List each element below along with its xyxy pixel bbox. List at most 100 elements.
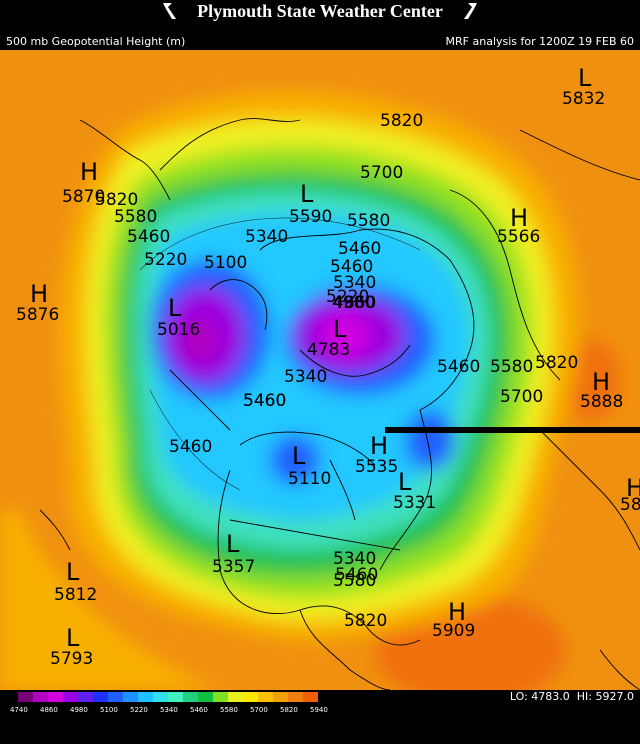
weather-vane-icon: [463, 3, 477, 19]
map-label: 5331: [393, 493, 436, 513]
map-label: 5357: [212, 557, 255, 577]
colorbar-label: 5820: [280, 706, 298, 714]
map-label: 4860: [333, 293, 376, 313]
header-bar: Plymouth State Weather Center: [0, 0, 640, 32]
legend-footer: 4740 4860 4980 5100 5220 5340 5460 5580 5700 5820…: [0, 690, 640, 740]
hi-value: HI: 5927.0: [576, 690, 634, 703]
geopotential-height-map: H 5870 5820 5580 5460 H 5876 5220 5100 L…: [0, 50, 640, 705]
map-label: 5340: [333, 549, 376, 569]
colorbar-swatch: [18, 692, 33, 702]
map-label: 5876: [16, 305, 59, 325]
map-label: 5016: [157, 320, 200, 340]
map-label: H: [510, 204, 528, 232]
map-label: 5340: [333, 273, 376, 293]
map-label: L: [578, 64, 592, 92]
map-label: 5566: [497, 227, 540, 247]
map-label: 5580: [114, 207, 157, 227]
map-label: 5580: [347, 211, 390, 231]
colorbar-swatch: [228, 692, 243, 702]
map-label: 5820: [344, 611, 387, 631]
map-label: 5460: [127, 227, 170, 247]
colorbar-swatch: [273, 692, 288, 702]
map-label: 5220: [144, 250, 187, 270]
colorbar-swatch: [258, 692, 273, 702]
lo-value: LO: 4783.0: [509, 690, 570, 703]
map-label: 4980: [332, 293, 375, 313]
map-label: 5460: [169, 437, 212, 457]
colorbar-label: 5460: [190, 706, 208, 714]
colorbar-swatch: [303, 692, 318, 702]
map-label: H: [80, 158, 98, 186]
map-label: L: [300, 180, 314, 208]
colorbar-swatch: [183, 692, 198, 702]
colorbar-swatch: [123, 692, 138, 702]
colorbar-swatch: [33, 692, 48, 702]
map-label: 5460: [243, 391, 286, 411]
map-label: L: [66, 624, 80, 652]
colorbar-swatch: [78, 692, 93, 702]
colorbar-label: 5100: [100, 706, 118, 714]
colorbar-label: 5700: [250, 706, 268, 714]
map-label: 5220: [326, 287, 369, 307]
map-label: H: [592, 368, 610, 396]
map-label: 5580: [490, 357, 533, 377]
colorbar-swatch: [243, 692, 258, 702]
map-label: 5460: [243, 391, 286, 411]
map-label: 5110: [288, 469, 331, 489]
map-label: L: [66, 558, 80, 586]
site-title: Plymouth State Weather Center: [197, 1, 443, 21]
colorbar-label: 4860: [40, 706, 58, 714]
colorbar: 4740 4860 4980 5100 5220 5340 5460 5580 5700 5820…: [10, 692, 328, 714]
map-label: L: [398, 468, 412, 496]
colorbar-swatch: [48, 692, 63, 702]
lo-hi-readout: LO: 4783.0 HI: 5927.0: [510, 690, 634, 703]
colorbar-swatch: [198, 692, 213, 702]
map-label: H: [30, 280, 48, 308]
field-description: 500 mb Geopotential Height (m): [6, 35, 186, 48]
map-label: 5700: [500, 387, 543, 407]
colorbar-swatch: [138, 692, 153, 702]
map-label: 5460: [330, 257, 373, 277]
colorbar-label: 4980: [70, 706, 88, 714]
map-label: 5340: [284, 367, 327, 387]
weather-vane-icon: [163, 3, 176, 19]
map-label: 5460: [335, 565, 378, 585]
colorbar-swatch: [93, 692, 108, 702]
map-label: 5793: [50, 649, 93, 669]
map-label: 5832: [562, 89, 605, 109]
colorbar-swatch: [168, 692, 183, 702]
map-subheader: 500 mb Geopotential Height (m) MRF analy…: [0, 32, 640, 50]
map-label: 5870: [62, 187, 105, 207]
map-label: 5700: [360, 163, 403, 183]
map-label: L: [168, 294, 182, 322]
colorbar-label: 5940: [310, 706, 328, 714]
map-label: L: [333, 315, 347, 343]
pressure-labels: H 5870 5820 5580 5460 H 5876 5220 5100 L…: [16, 64, 640, 669]
map-label: 586: [620, 495, 640, 515]
map-label: 5590: [289, 207, 332, 227]
map-label: 5820: [380, 111, 423, 131]
map-label: 5820: [95, 190, 138, 210]
analysis-time: MRF analysis for 1200Z 19 FEB 60: [445, 35, 634, 48]
colorbar-label: 5580: [220, 706, 238, 714]
colorbar-label: 5340: [160, 706, 178, 714]
continent-outlines: [39, 118, 640, 691]
colorbar-swatch: [153, 692, 168, 702]
colorbar-swatch: [108, 692, 123, 702]
colorbar-label: 5220: [130, 706, 148, 714]
map-label: H: [370, 432, 388, 460]
map-label: 5460: [437, 357, 480, 377]
map-label: 5100: [204, 253, 247, 273]
weather-map: H 5870 5820 5580 5460 H 5876 5220 5100 L…: [0, 50, 640, 705]
colorbar-swatch: [63, 692, 78, 702]
map-label: L: [292, 442, 306, 470]
colorbar-swatch: [288, 692, 303, 702]
map-label: 5820: [535, 353, 578, 373]
map-label: 4783: [307, 340, 350, 360]
map-label: 5535: [355, 457, 398, 477]
map-label: 5340: [245, 227, 288, 247]
map-label: H: [448, 598, 466, 626]
colorbar-swatch: [213, 692, 228, 702]
map-label: 5460: [338, 239, 381, 259]
map-label: 5888: [580, 392, 623, 412]
